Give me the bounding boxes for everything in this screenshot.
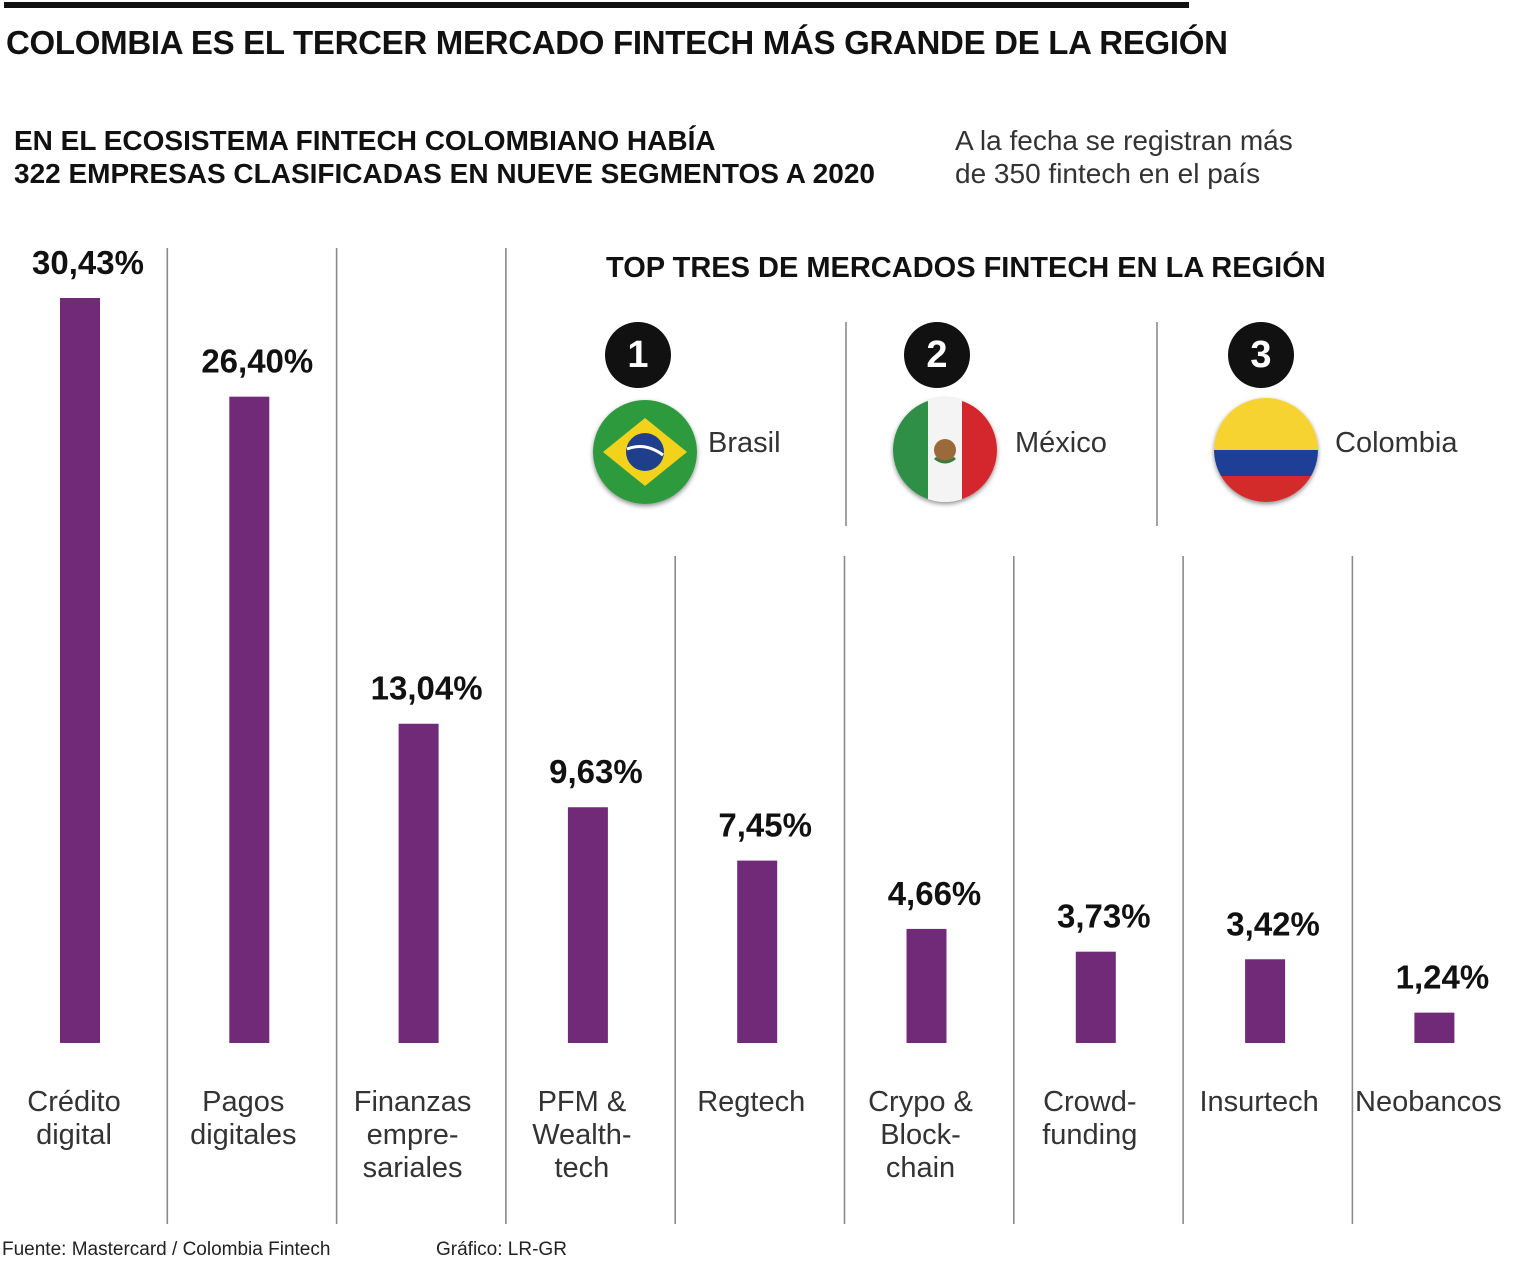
- bar: [1075, 951, 1116, 1043]
- category-label: Wealth-: [532, 1119, 631, 1151]
- value-label: 3,42%: [1226, 905, 1320, 942]
- note-line: de 350 fintech en el país: [955, 158, 1261, 189]
- category-label: Crowd-: [1043, 1086, 1136, 1118]
- country-label-brasil: Brasil: [708, 427, 781, 459]
- category-label: tech: [554, 1152, 609, 1184]
- category-label: digital: [36, 1119, 112, 1151]
- subtitle-line: EN EL ECOSISTEMA FINTECH COLOMBIANO HABÍ…: [14, 125, 716, 156]
- note-line: A la fecha se registran más: [955, 125, 1293, 156]
- bar: [906, 928, 947, 1043]
- category-label: empre-: [367, 1119, 459, 1151]
- credit-note: Gráfico: LR-GR: [436, 1239, 567, 1260]
- chart-subtitle: EN EL ECOSISTEMA FINTECH COLOMBIANO HABÍ…: [14, 124, 914, 190]
- rank-badge-3: 3: [1228, 322, 1294, 388]
- bar: [1414, 1012, 1455, 1043]
- bar: [737, 860, 778, 1043]
- colombia-flag-icon: [1214, 398, 1318, 502]
- chart-title: COLOMBIA ES EL TERCER MERCADO FINTECH MÁ…: [6, 24, 1228, 61]
- category-label: PFM &: [538, 1086, 627, 1118]
- category-label: Crédito: [27, 1086, 121, 1118]
- country-label-colombia: Colombia: [1335, 427, 1458, 459]
- side-note: A la fecha se registran más de 350 finte…: [955, 124, 1335, 190]
- top3-title: TOP TRES DE MERCADOS FINTECH EN LA REGIÓ…: [606, 252, 1326, 284]
- value-label: 7,45%: [718, 807, 812, 844]
- value-label: 13,04%: [371, 670, 483, 707]
- category-label: digitales: [190, 1119, 296, 1151]
- category-label: Insurtech: [1199, 1086, 1318, 1118]
- bar: [567, 807, 608, 1043]
- value-label: 1,24%: [1396, 959, 1490, 996]
- rank-badge-1: 1: [605, 322, 671, 388]
- category-label: chain: [886, 1152, 955, 1184]
- bar: [398, 723, 439, 1043]
- category-label: Finanzas: [354, 1086, 472, 1118]
- category-label: funding: [1042, 1119, 1137, 1151]
- bar: [1245, 959, 1286, 1043]
- top-rule: [4, 2, 1189, 8]
- source-note: Fuente: Mastercard / Colombia Fintech: [2, 1239, 331, 1260]
- country-label-mexico: México: [1015, 427, 1107, 459]
- category-label: Block-: [880, 1119, 961, 1151]
- bar: [60, 298, 100, 1043]
- mexico-flag-icon: [893, 398, 997, 502]
- brazil-flag-icon: [593, 400, 697, 504]
- value-label: 3,73%: [1057, 898, 1151, 935]
- value-label: 26,40%: [201, 343, 313, 380]
- category-label: Crypo &: [868, 1086, 973, 1118]
- category-label: Pagos: [202, 1086, 284, 1118]
- subtitle-line: 322 EMPRESAS CLASIFICADAS EN NUEVE SEGME…: [14, 158, 875, 189]
- category-label: Neobancos: [1355, 1086, 1502, 1118]
- value-label: 30,43%: [32, 244, 144, 281]
- bar: [229, 396, 270, 1043]
- rank-badge-2: 2: [904, 322, 970, 388]
- category-label: sariales: [363, 1152, 463, 1184]
- value-label: 9,63%: [549, 753, 643, 790]
- value-label: 4,66%: [888, 875, 982, 912]
- category-label: Regtech: [697, 1086, 805, 1118]
